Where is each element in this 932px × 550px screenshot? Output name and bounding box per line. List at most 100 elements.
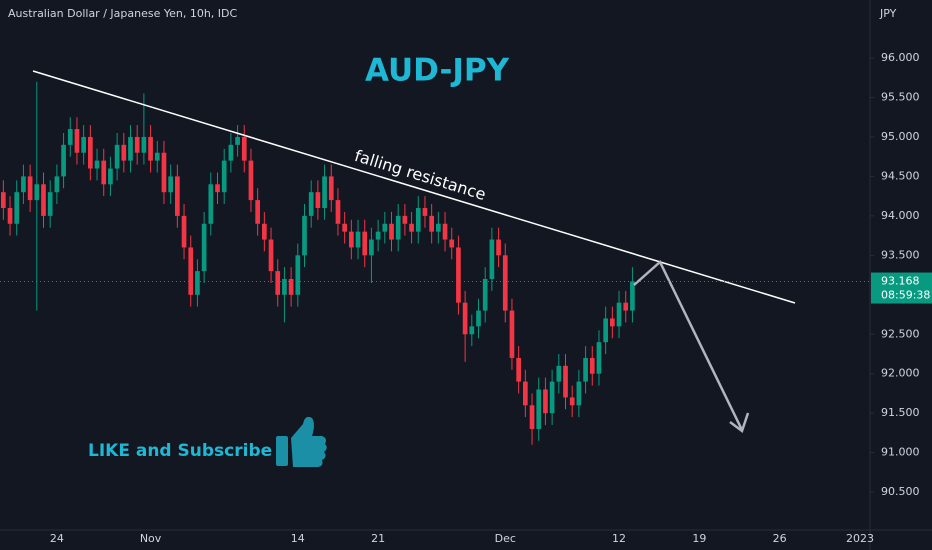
- candle-body: [502, 255, 508, 311]
- candle-body: [422, 207, 428, 216]
- candle-body: [630, 281, 635, 311]
- y-tick-label: 95.500: [881, 90, 920, 103]
- x-tick-label: Nov: [140, 532, 162, 545]
- candle-body: [288, 279, 294, 295]
- price-badge: [871, 272, 932, 304]
- candle-body: [27, 176, 33, 201]
- candle-body: [101, 160, 107, 185]
- countdown-label: 08:59:38: [881, 289, 930, 302]
- candle-body: [516, 357, 521, 382]
- candle-body: [616, 302, 622, 327]
- candle-body: [328, 176, 334, 201]
- candle-body: [108, 168, 113, 185]
- candle-body: [569, 397, 575, 406]
- candle-body: [201, 223, 207, 272]
- candle-body: [610, 318, 615, 327]
- candle-body: [496, 239, 501, 256]
- candle-body: [389, 223, 394, 240]
- currency-label: JPY: [879, 7, 897, 20]
- projection-arrow: [633, 259, 744, 431]
- cta-text: LIKE and Subscribe: [88, 441, 272, 461]
- candle-body: [375, 231, 381, 240]
- candle-body: [409, 223, 414, 232]
- candle-body: [308, 192, 314, 216]
- y-tick-label: 95.000: [881, 130, 920, 143]
- candle-body: [415, 207, 421, 232]
- candle-body: [54, 176, 60, 193]
- candle-body: [536, 389, 542, 429]
- candle-body: [128, 136, 133, 161]
- candle-body: [576, 381, 582, 406]
- candle-body: [262, 223, 267, 240]
- candle-body: [241, 136, 247, 161]
- candle-body: [489, 239, 495, 280]
- arrow-head: [729, 412, 750, 434]
- y-tick-label: 91.500: [881, 406, 920, 419]
- candle-body: [402, 215, 408, 224]
- chart-title: Australian Dollar / Japanese Yen, 10h, I…: [8, 7, 238, 20]
- candle-body: [509, 310, 515, 358]
- candle-body: [456, 247, 461, 303]
- candle-body: [188, 247, 194, 295]
- candle-body: [81, 136, 86, 153]
- candle-body: [235, 136, 240, 145]
- candle-body: [395, 215, 401, 240]
- candle-body: [543, 389, 548, 414]
- candle-body: [342, 223, 347, 232]
- y-tick-label: 90.500: [881, 485, 920, 498]
- candle-body: [442, 223, 448, 240]
- candles: [1, 81, 635, 445]
- candle-body: [208, 184, 214, 224]
- candle-body: [114, 144, 120, 169]
- x-tick-label: 14: [291, 532, 305, 545]
- candle-body: [482, 279, 488, 311]
- candle-body: [134, 136, 140, 153]
- candle-body: [47, 192, 53, 216]
- candle-body: [523, 381, 528, 406]
- thumbs-up-icon: [276, 416, 327, 467]
- candle-body: [462, 302, 468, 335]
- y-tick-label: 92.000: [881, 367, 920, 380]
- candle-body: [88, 136, 93, 169]
- x-tick-label: 12: [612, 532, 626, 545]
- heading: AUD-JPY: [365, 53, 510, 89]
- x-tick-label: Dec: [495, 532, 516, 545]
- candle-body: [589, 357, 595, 374]
- x-tick-label: 21: [371, 532, 385, 545]
- candle-body: [369, 239, 374, 256]
- candle-body: [74, 129, 80, 153]
- y-tick-label: 91.000: [881, 446, 920, 459]
- candle-body: [322, 176, 327, 208]
- candle-body: [41, 184, 46, 216]
- candle-body: [21, 176, 26, 193]
- candle-body: [355, 231, 361, 248]
- candle-body: [7, 207, 13, 224]
- candle-body: [248, 160, 254, 201]
- candle-body: [469, 326, 475, 335]
- candle-body: [362, 231, 368, 256]
- candle-body: [302, 215, 307, 256]
- candle-body: [583, 357, 588, 382]
- candle-body: [603, 318, 608, 343]
- candle-body: [596, 342, 602, 374]
- candle-body: [141, 136, 147, 153]
- candle-body: [154, 152, 160, 161]
- candle-body: [436, 223, 441, 232]
- candle-body: [181, 215, 187, 248]
- candle-body: [268, 239, 274, 272]
- candle-body: [335, 200, 341, 224]
- candle-body: [94, 160, 100, 169]
- x-tick-label: 24: [50, 532, 64, 545]
- candle-body: [121, 144, 127, 161]
- x-tick-label: 2023: [846, 532, 874, 545]
- candle-body: [255, 200, 260, 224]
- candle-body: [34, 184, 40, 201]
- candle-body: [529, 405, 535, 429]
- candle-body: [195, 271, 200, 295]
- candle-body: [67, 129, 73, 145]
- candle-body: [215, 184, 220, 193]
- x-tick-label: 26: [773, 532, 787, 545]
